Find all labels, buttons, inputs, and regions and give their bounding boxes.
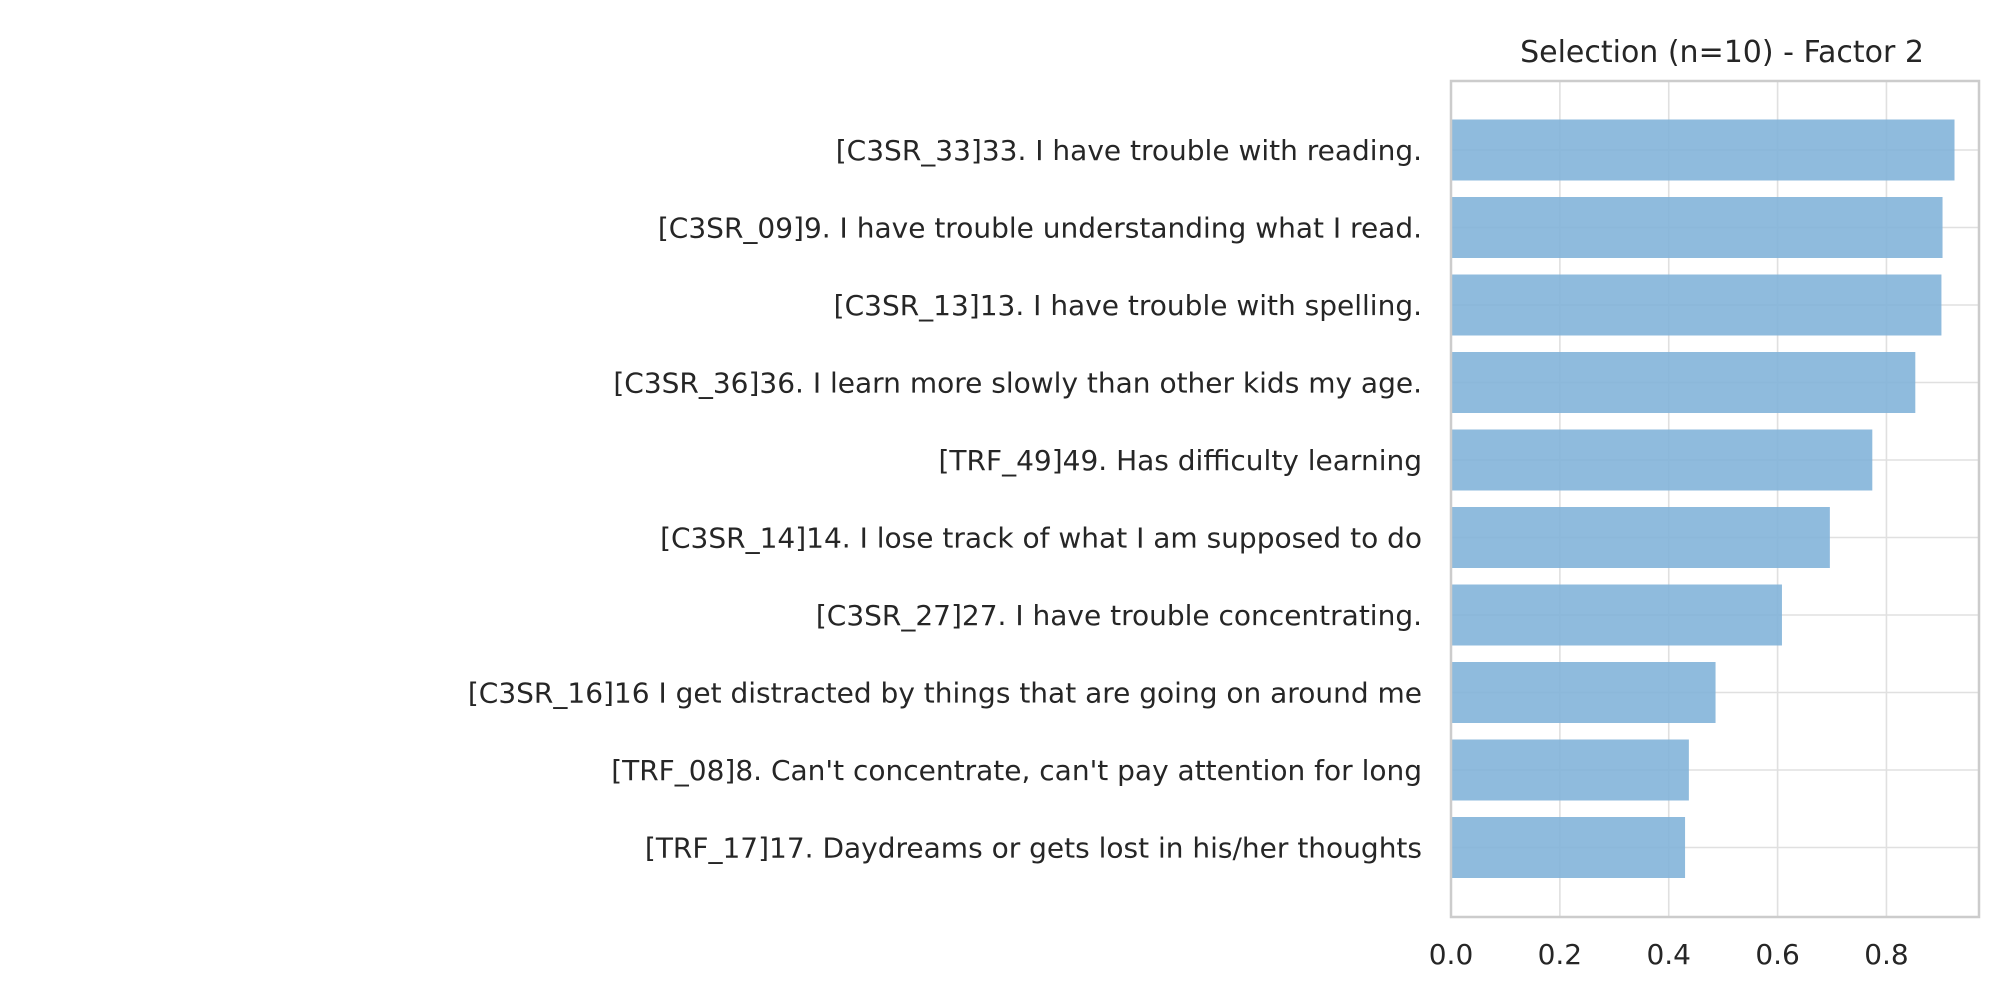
bar-1: [1451, 197, 1943, 258]
category-label-2: [C3SR_13]13. I have trouble with spellin…: [834, 289, 1422, 322]
category-label-1: [C3SR_09]9. I have trouble understanding…: [658, 212, 1422, 245]
bar-2: [1451, 274, 1942, 336]
x-tick-label-1: 0.2: [1538, 938, 1583, 971]
category-label-8: [TRF_08]8. Can't concentrate, can't pay …: [611, 754, 1422, 787]
bar-3: [1451, 352, 1916, 413]
bar-6: [1451, 584, 1782, 646]
bar-8: [1451, 739, 1689, 801]
x-tick-label-0: 0.0: [1429, 938, 1474, 971]
bar-9: [1451, 817, 1686, 878]
plot-frame: [1449, 79, 1981, 919]
category-label-5: [C3SR_14]14. I lose track of what I am s…: [660, 522, 1422, 555]
category-label-0: [C3SR_33]33. I have trouble with reading…: [836, 134, 1422, 167]
category-label-3: [C3SR_36]36. I learn more slowly than ot…: [613, 367, 1422, 400]
category-label-6: [C3SR_27]27. I have trouble concentratin…: [816, 599, 1422, 632]
x-tick-labels: 0.0 0.2 0.4 0.6 0.8: [1429, 938, 1909, 971]
chart-title: Selection (n=10) - Factor 2: [1520, 35, 1924, 70]
category-label-7: [C3SR_16]16 I get distracted by things t…: [468, 677, 1422, 710]
bar-0: [1451, 119, 1955, 181]
category-label-4: [TRF_49]49. Has difficulty learning: [939, 444, 1423, 477]
bars: [1451, 119, 1955, 878]
category-labels: [C3SR_33]33. I have trouble with reading…: [468, 134, 1422, 865]
category-label-9: [TRF_17]17. Daydreams or gets lost in hi…: [645, 832, 1422, 865]
bar-4: [1451, 429, 1873, 491]
bar-7: [1451, 662, 1716, 723]
x-tick-label-2: 0.4: [1646, 938, 1691, 971]
x-tick-label-4: 0.8: [1864, 938, 1909, 971]
bar-5: [1451, 507, 1830, 568]
x-tick-label-3: 0.6: [1755, 938, 1800, 971]
